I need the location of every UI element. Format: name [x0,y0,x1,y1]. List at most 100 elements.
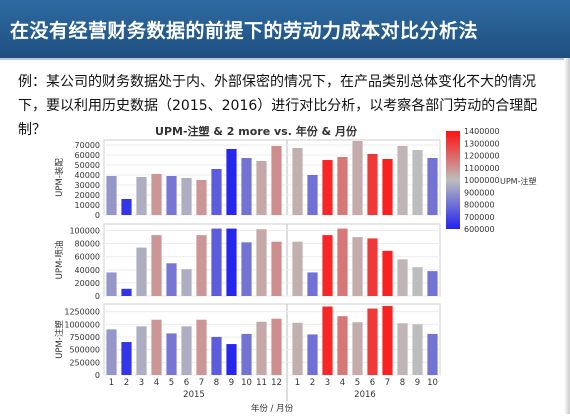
bar-1-10 [241,158,252,215]
y-tick-label: 10000 [75,201,100,210]
y-tick-label: 0 [95,371,100,380]
bar-1-8 [211,169,222,215]
bar-2-2 [121,288,132,296]
bar-2-14 [307,272,318,296]
bar-3-18 [367,308,378,375]
colorbar-label: UPM-注塑 [500,176,536,186]
bar-3-6 [181,326,192,375]
bar-3-1 [106,329,117,375]
x-tick-label: 6 [184,378,189,388]
bar-2-19 [382,250,393,296]
bar-1-2 [121,199,132,215]
bar-3-10 [241,333,252,375]
y-axis-label: UPM-注塑 [54,320,65,359]
x-tick-label: 6 [370,378,375,388]
y-tick-label: 750000 [69,333,100,342]
intro-paragraph: 例：某公司的财务数据处于内、外部保密的情况下，在产品类别总体变化不大的情况 下，… [18,70,558,142]
x-tick-label: 4 [154,378,159,388]
x-tick-label: 8 [214,378,219,388]
x-tick-label: 11 [256,378,267,388]
bar-3-11 [256,321,267,375]
bar-1-6 [181,178,192,215]
bar-2-11 [256,229,267,296]
chart-area: UPM-注塑 & 2 more vs. 年份 & 月份 70000 60000 50… [0,120,570,414]
bar-2-13 [292,241,303,296]
bar-1-5 [166,176,177,215]
y-tick-label: 0 [95,292,100,301]
bar-2-15 [322,235,333,296]
bar-3-13 [292,322,303,375]
bar-3-22 [427,333,438,375]
bar-1-18 [367,154,378,215]
y-tick-label: 250000 [69,358,100,367]
colorbar-tick: 1000000 [464,176,500,185]
bar-3-17 [352,322,363,375]
bar-3-5 [166,333,177,375]
colorbar-tick: 1200000 [464,152,500,161]
x-tick-label: 2 [310,378,315,388]
bar-1-9 [226,149,237,215]
bar-1-15 [322,160,333,215]
bar-3-7 [196,319,207,375]
bar-2-16 [337,228,348,296]
y-tick-label: 20000 [75,191,100,200]
x-tick-label: 12 [271,378,282,388]
bar-2-20 [397,259,408,296]
bar-3-19 [382,306,393,375]
y-tick-label: 20000 [75,279,100,288]
bar-2-3 [136,247,147,296]
bar-2-17 [352,237,363,296]
bar-2-9 [226,228,237,296]
bar-1-17 [352,141,363,215]
x-tick-label: 7 [385,378,390,388]
bar-2-8 [211,228,222,296]
slide-header: 在没有经营财务数据的前提下的劳动力成本对比分析法 [0,0,570,60]
bar-2-1 [106,272,117,296]
bar-2-18 [367,238,378,296]
y-tick-label: 40000 [75,266,100,275]
intro-line-3: 制？ [18,122,46,138]
chart-panels: 700006000050000400003000020000100000UPM-… [54,139,441,380]
bar-1-1 [106,176,117,215]
bar-2-6 [181,269,192,296]
y-tick-label: 50000 [75,161,100,170]
colorbar-tick: 600000 [464,225,495,234]
bar-1-4 [151,174,162,215]
x-tick-label: 2 [124,378,129,388]
bar-1-14 [307,175,318,215]
colorbar-tick: 900000 [464,188,495,197]
bar-1-7 [196,180,207,215]
bar-1-19 [382,159,393,215]
y-tick-label: 60000 [75,151,100,160]
bar-2-22 [427,271,438,296]
y-tick-label: 80000 [75,240,100,249]
bar-3-16 [337,316,348,375]
bar-1-22 [427,158,438,215]
bar-2-5 [166,263,177,296]
y-tick-label: 30000 [75,181,100,190]
y-axis-label: UPM-喷油 [54,241,65,280]
slide-title: 在没有经营财务数据的前提下的劳动力成本对比分析法 [10,20,479,42]
bar-3-21 [412,324,423,375]
colorbar-legend: 1400000 1300000 1200000 1100000 1000000 90000… [446,127,536,234]
bar-2-21 [412,267,423,296]
bar-1-3 [136,177,147,215]
panel-2: 100000 80000 60000 40000 20000 0 UPM-喷油 [54,223,441,301]
y-axis-label: UPM-装配 [54,158,65,197]
panel-3: 1250000 1000000 750000 500000 250000 0 UPM-注塑 [54,303,441,380]
bar-2-7 [196,235,207,296]
x-axis-label: 年份 / 月份 [251,403,294,414]
y-tick-label: 100000 [69,227,100,236]
bar-3-2 [121,342,132,375]
bar-3-4 [151,319,162,375]
y-tick-label: 40000 [75,171,100,180]
bar-1-21 [412,150,423,215]
x-tick-label: 1 [109,378,114,388]
bar-1-13 [292,148,303,215]
y-tick-label: 1000000 [64,320,100,329]
year-label: 2016 [354,390,376,400]
intro-line-1: 例：某公司的财务数据处于内、外部保密的情况下，在产品类别总体变化不大的情况 [18,74,536,90]
page-edge-shadow [564,58,570,414]
